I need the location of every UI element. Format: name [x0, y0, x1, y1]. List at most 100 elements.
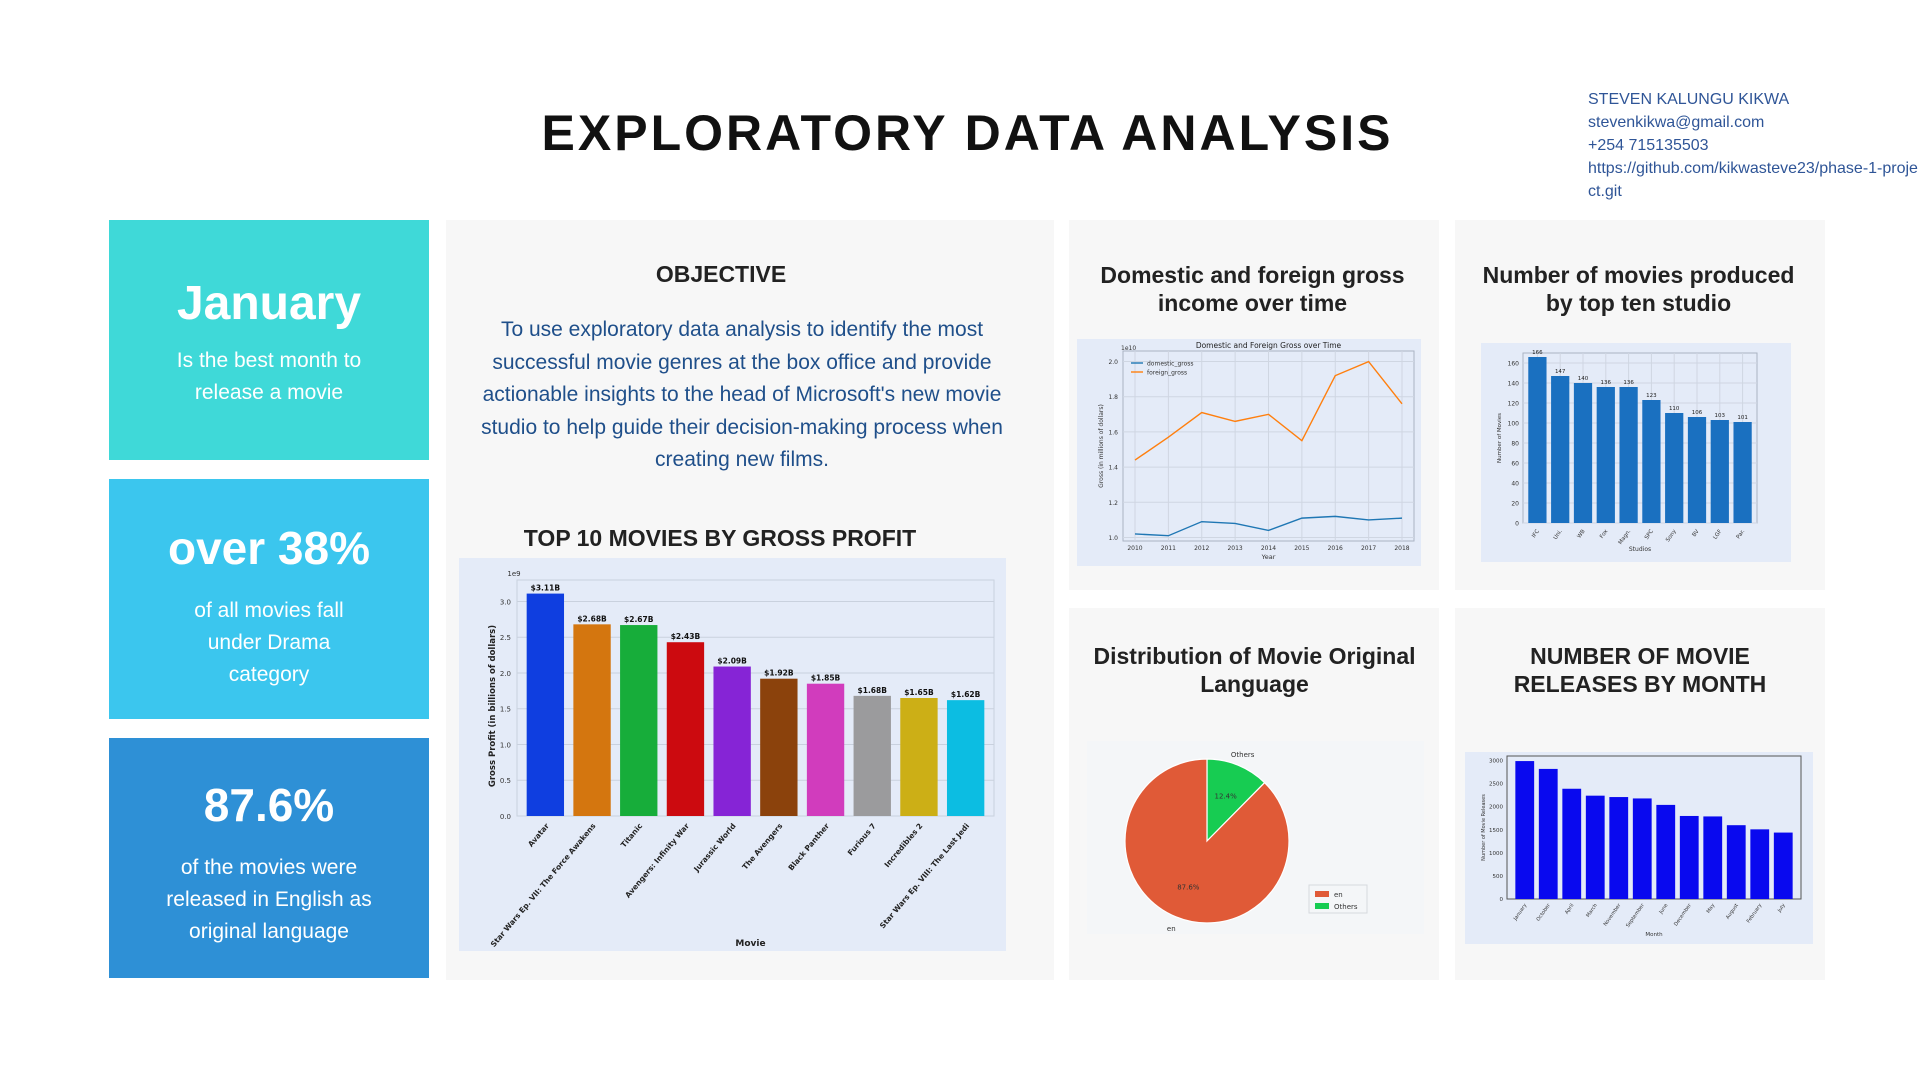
page-title: EXPLORATORY DATA ANALYSIS: [541, 105, 1394, 161]
y-tick-label: 2.5: [500, 634, 511, 642]
line-foreign-gross: [1134, 360, 1403, 461]
stat-description: of the movies were released in English a…: [166, 856, 372, 943]
pie-category-label: en: [1167, 925, 1176, 933]
stat-value: over 38%: [167, 522, 370, 574]
bar-value-label: $1.68B: [858, 686, 888, 695]
bar-7: [1656, 804, 1676, 899]
bar-value-label: 103: [1715, 413, 1726, 419]
legend-label: foreign_gross: [1147, 370, 1187, 377]
stat-value: 87.6%: [203, 779, 335, 831]
language-heading: Distribution of Movie Original Language: [1093, 643, 1416, 697]
y-axis-label: Gross (in millions of dollars): [1098, 404, 1105, 488]
y-tick-label: 1.0: [500, 741, 511, 749]
y-scale-note: 1e10: [1121, 345, 1136, 352]
bar-12: [1773, 832, 1793, 899]
x-tick-label: 2017: [1361, 545, 1376, 552]
x-tick-label: 2018: [1394, 545, 1409, 552]
x-axis-label: Month: [1645, 932, 1663, 938]
bar-value-label: 147: [1555, 369, 1566, 375]
x-tick-label: Uni.: [1553, 529, 1564, 541]
y-tick-label: 80: [1511, 441, 1519, 448]
x-tick-label: June: [1658, 903, 1670, 916]
stat-description: Is the best month to release a movie: [176, 349, 362, 404]
studio-heading: Number of movies produced by top ten stu…: [1482, 262, 1795, 316]
bar-value-label: 101: [1737, 415, 1748, 421]
bar-value-label: $2.43B: [671, 632, 701, 641]
bar-10: [946, 700, 985, 816]
bar-value-label: 166: [1532, 350, 1543, 356]
bar-5: [713, 666, 751, 816]
bar-1: [1515, 761, 1535, 899]
objective-text: To use exploratory data analysis to iden…: [481, 318, 1003, 471]
stat-description: of all movies fall under Drama category: [194, 599, 344, 686]
pie-category-label: Others: [1231, 751, 1255, 759]
bar-value-label: $1.62B: [951, 690, 981, 699]
bar-value-label: 136: [1601, 380, 1612, 386]
y-tick-label: 1.6: [1108, 429, 1118, 436]
y-tick-label: 0: [1515, 521, 1519, 528]
gross-over-time-chart: Domestic and Foreign Gross over Time 1e10…: [1077, 339, 1421, 566]
y-tick-label: 500: [1493, 874, 1504, 880]
top10-chart-title: TOP 10 MOVIES BY GROSS PROFIT: [523, 525, 917, 551]
y-tick-label: 2.0: [500, 670, 511, 678]
y-tick-label: 120: [1508, 401, 1520, 408]
bar-value-label: 110: [1669, 406, 1680, 412]
y-scale-note: 1e9: [507, 570, 520, 578]
x-axis-label: Year: [1261, 553, 1276, 561]
y-tick-label: 0.5: [500, 777, 511, 785]
bar-2: [1551, 376, 1570, 523]
bar-8: [1687, 417, 1707, 523]
bar-value-label: 136: [1623, 380, 1634, 386]
bar-6: [1642, 400, 1661, 523]
x-tick-label: 2014: [1261, 545, 1276, 552]
bar-value-label: 106: [1692, 410, 1703, 416]
pie-pct-label: 12.4%: [1215, 792, 1238, 800]
bar-value-label: 123: [1646, 393, 1657, 399]
x-tick-label: May: [1706, 903, 1717, 915]
y-tick-label: 160: [1508, 361, 1520, 368]
bar-8: [853, 695, 891, 816]
y-tick-label: 20: [1511, 501, 1519, 508]
y-tick-label: 140: [1508, 381, 1520, 388]
y-tick-label: 2.0: [1108, 359, 1118, 366]
legend-swatch: [1315, 903, 1329, 909]
stat-card-drama-share: over 38% of all movies fall under Drama …: [109, 479, 429, 719]
y-tick-label: 1.4: [1108, 465, 1118, 472]
y-tick-label: 1.2: [1108, 500, 1118, 507]
author-email[interactable]: stevenkikwa@gmail.com: [1588, 114, 1765, 131]
bar-4: [666, 642, 705, 816]
y-tick-label: 2500: [1489, 782, 1503, 788]
x-tick-label: 2013: [1227, 545, 1242, 552]
y-axis-label: Number of Movies: [1497, 413, 1503, 463]
author-github-link[interactable]: https://github.com/kikwasteve23/phase-1-…: [1588, 160, 1918, 200]
bar-value-label: $3.11B: [531, 584, 561, 593]
bar-10: [1726, 825, 1746, 899]
x-tick-label: WB: [1576, 529, 1586, 540]
bar-value-label: $2.68B: [577, 614, 607, 623]
y-tick-label: 40: [1511, 481, 1519, 488]
legend-label: Others: [1334, 903, 1358, 911]
author-name: STEVEN KALUNGU KIKWA: [1588, 91, 1790, 108]
bar-1: [526, 593, 565, 816]
y-tick-label: 0: [1500, 897, 1504, 903]
bar-9: [900, 698, 938, 816]
x-tick-label: 2012: [1194, 545, 1209, 552]
y-tick-label: 60: [1511, 461, 1519, 468]
legend-swatch: [1315, 891, 1329, 897]
x-tick-label: 2011: [1161, 545, 1176, 552]
bar-4: [1585, 795, 1605, 899]
x-tick-label: July: [1776, 903, 1787, 915]
bar-10: [1733, 422, 1752, 523]
legend-label: en: [1334, 891, 1343, 899]
x-axis-label: Movie: [735, 939, 765, 949]
stat-card-english-share: 87.6% of the movies were released in Eng…: [109, 738, 429, 978]
author-info: STEVEN KALUNGU KIKWA stevenkikwa@gmail.c…: [1588, 88, 1918, 203]
x-tick-label: LGF: [1713, 529, 1724, 541]
x-tick-label: Par.: [1736, 529, 1747, 541]
bar-2: [573, 624, 611, 816]
bar-3: [1573, 383, 1593, 523]
x-tick-label: 2016: [1328, 545, 1343, 552]
y-tick-label: 3.0: [500, 598, 511, 606]
bar-9: [1703, 816, 1723, 899]
